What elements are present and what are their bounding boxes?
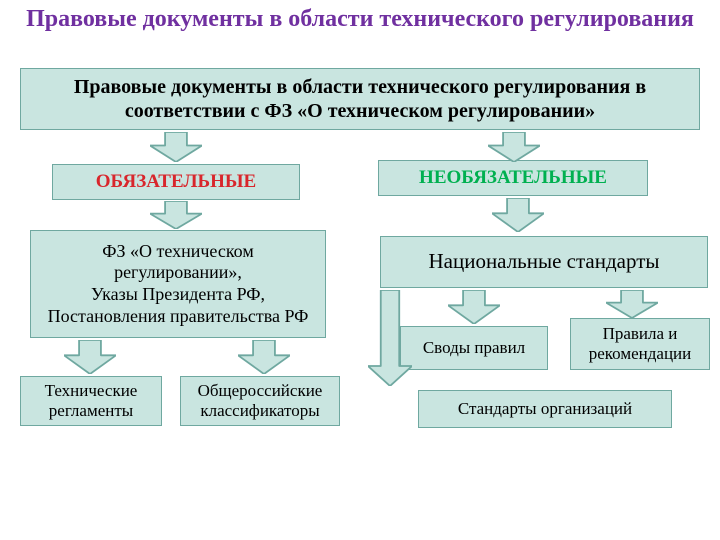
arrow-optional-to-natstd (492, 198, 544, 232)
node-natstd: Национальные стандарты (380, 236, 708, 288)
node-techreg: Технические регламенты (20, 376, 162, 426)
arrow-root-to-mandatory (150, 132, 202, 162)
node-optional: НЕОБЯЗАТЕЛЬНЫЕ (378, 160, 648, 196)
node-fz: ФЗ «О техническом регулировании»,Указы П… (30, 230, 326, 338)
arrow-natstd-to-orgstd (368, 290, 412, 386)
arrow-natstd-to-rules (606, 290, 658, 318)
page-title: Правовые документы в области техническог… (0, 0, 720, 34)
node-orgstd: Стандарты организаций (418, 390, 672, 428)
node-root: Правовые документы в области техническог… (20, 68, 700, 130)
node-codes: Своды правил (400, 326, 548, 370)
arrow-fz-to-techreg (64, 340, 116, 374)
arrow-root-to-optional (488, 132, 540, 162)
node-classifiers: Общероссийские классификаторы (180, 376, 340, 426)
arrow-fz-to-classifiers (238, 340, 290, 374)
arrow-mandatory-to-fz (150, 201, 202, 229)
arrow-natstd-to-codes (448, 290, 500, 324)
node-mandatory: ОБЯЗАТЕЛЬНЫЕ (52, 164, 300, 200)
node-rules: Правила и рекомендации (570, 318, 710, 370)
